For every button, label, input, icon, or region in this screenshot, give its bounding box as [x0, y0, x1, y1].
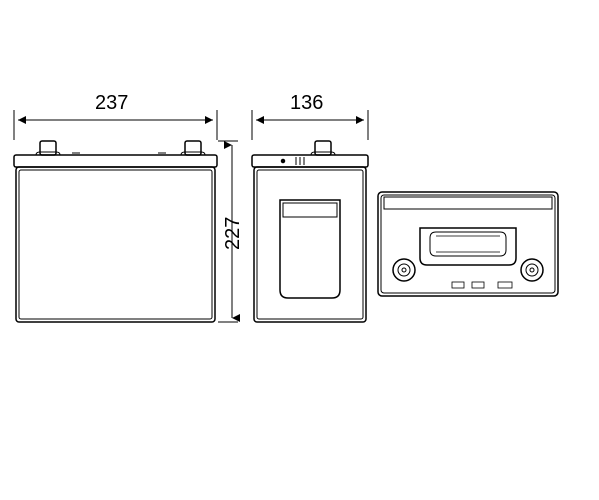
- side-view: [252, 141, 368, 322]
- battery-diagram-svg: [0, 0, 599, 500]
- depth-dimension-label: 136: [290, 92, 323, 115]
- top-view: [378, 192, 558, 296]
- width-dimension-label: 237: [95, 92, 128, 115]
- front-view: [14, 141, 217, 322]
- height-dimension-label: 227: [222, 217, 245, 250]
- technical-drawing-canvas: 237 136 227: [0, 0, 599, 500]
